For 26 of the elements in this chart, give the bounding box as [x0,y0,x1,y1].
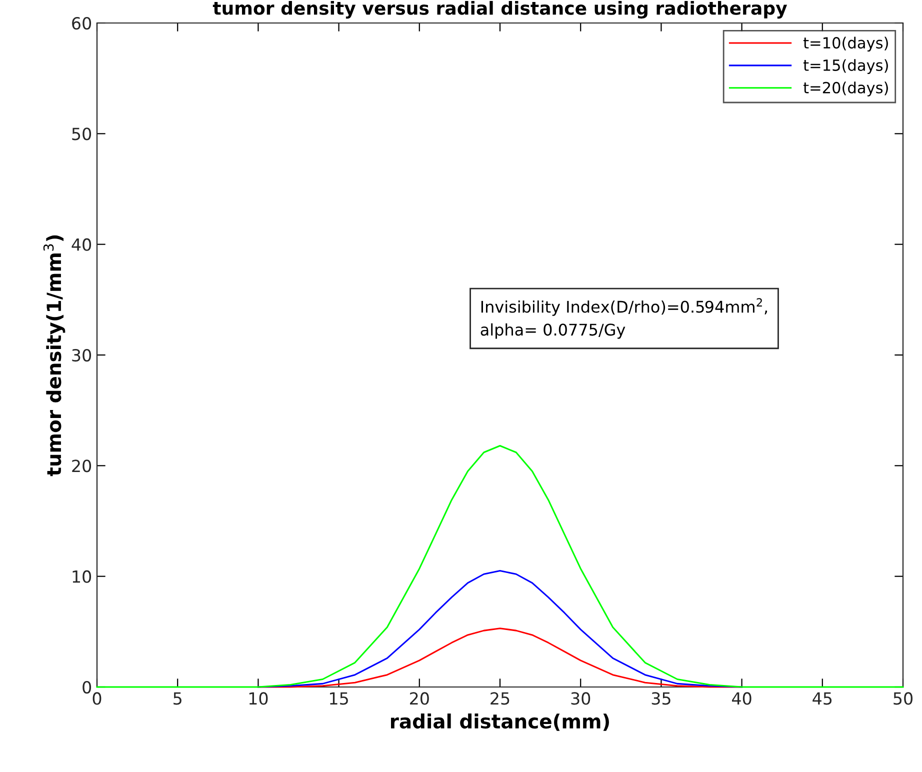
y-tick-label: 60 [72,16,92,30]
y-tick-label: 0 [82,680,92,694]
x-tick-label: 15 [330,692,348,705]
x-tick-label: 0 [92,692,102,705]
x-tick-label: 40 [732,692,752,705]
legend-label: t=10(days) [803,36,888,52]
line-series [257,628,743,688]
chart-title: tumor density versus radial distance using radiotherapy [212,0,788,19]
y-tick-label: 10 [72,570,92,583]
y-tick-label: 50 [72,128,92,140]
y-tick-label: 30 [72,348,92,362]
y-axis-title: tumor density(1/mm$^{3}$) [43,235,66,476]
legend-label: t=15(days) [803,59,888,74]
text: Invisibility Index(D/rho)=0.594mm$^{2}$, alpha= 0.0775/Gy [480,298,767,339]
y-tick-label: 40 [72,238,92,251]
x-tick-label: 20 [410,692,429,705]
y-tick-label: 20 [72,460,92,472]
x-tick-label: 50 [894,692,912,705]
x-tick-label: 10 [249,692,268,705]
legend-label: t=20(days) [803,82,888,96]
x-tick-label: 35 [652,692,670,705]
x-tick-label: 5 [174,692,182,705]
x-tick-label: 30 [571,692,590,705]
x-axis-title: radial distance(mm) [390,714,609,731]
x-tick-label: 25 [490,692,510,705]
x-tick-label: 45 [812,692,832,705]
